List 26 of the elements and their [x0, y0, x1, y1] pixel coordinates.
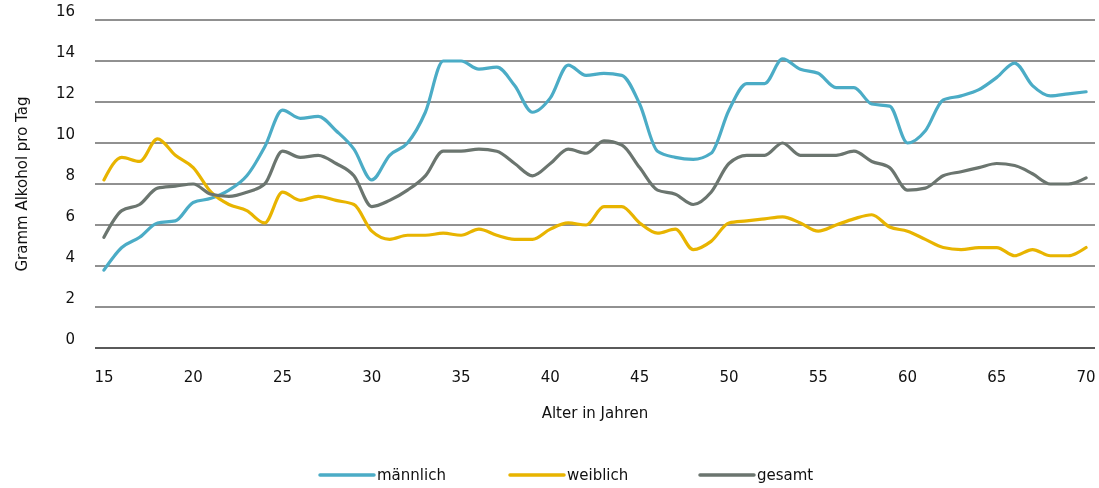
y-tick-label: 4	[65, 248, 75, 266]
x-tick-label: 45	[630, 368, 650, 386]
x-tick-label: 65	[987, 368, 1007, 386]
y-axis-title: Gramm Alkohol pro Tag	[13, 96, 31, 272]
x-tick-label: 30	[362, 368, 382, 386]
legend-label: männlich	[377, 466, 446, 484]
y-tick-label: 10	[55, 125, 75, 143]
legend-label: weiblich	[567, 466, 629, 484]
x-tick-label: 55	[808, 368, 828, 386]
y-tick-label: 8	[65, 166, 75, 184]
x-axis-title: Alter in Jahren	[541, 404, 649, 422]
y-tick-label: 2	[65, 289, 75, 307]
x-tick-label: 20	[183, 368, 203, 386]
x-tick-label: 50	[719, 368, 739, 386]
legend-label: gesamt	[757, 466, 814, 484]
x-tick-label: 60	[897, 368, 918, 386]
x-tick-label: 35	[451, 368, 471, 386]
x-tick-label: 25	[272, 368, 293, 386]
x-tick-label: 40	[540, 368, 560, 386]
y-tick-label: 14	[55, 43, 75, 61]
y-tick-label: 16	[55, 2, 75, 20]
y-tick-label: 12	[55, 84, 75, 102]
y-tick-label: 6	[65, 207, 75, 225]
x-tick-label: 15	[94, 368, 114, 386]
x-tick-label: 70	[1076, 368, 1096, 386]
y-tick-label: 0	[65, 330, 75, 348]
